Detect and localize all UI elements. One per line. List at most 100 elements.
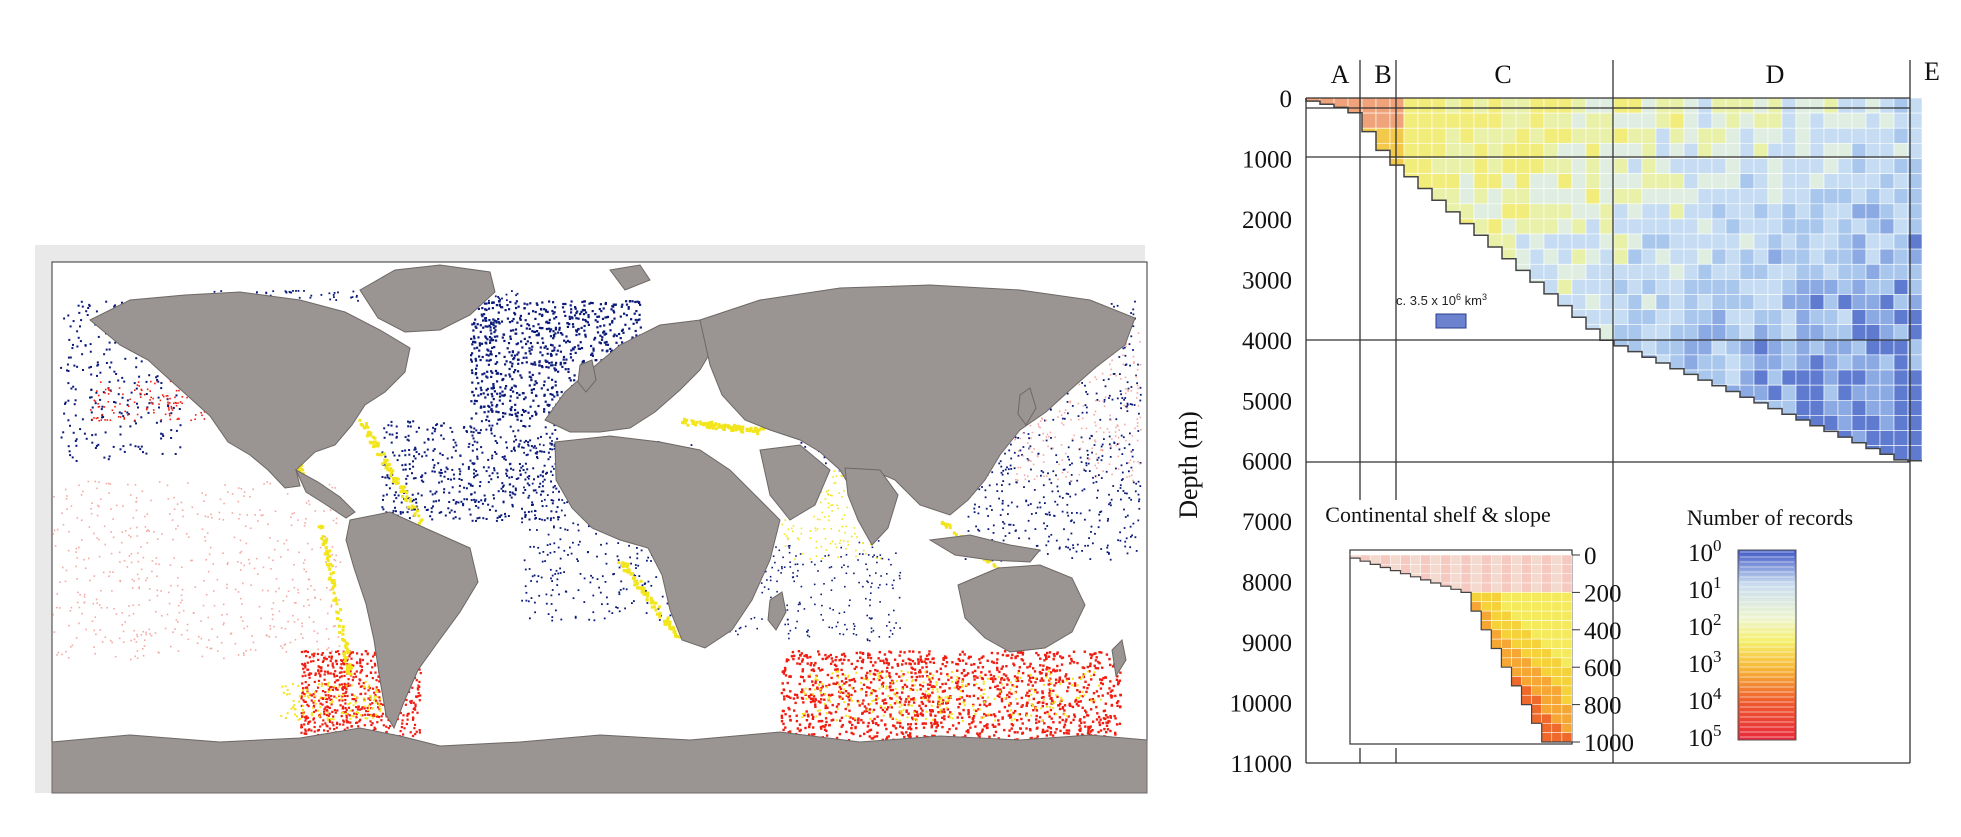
record-dot (395, 510, 397, 513)
record-dot (1009, 464, 1012, 467)
record-dot (118, 551, 121, 554)
record-dot (407, 420, 409, 423)
record-dot (119, 403, 121, 405)
record-dot (1002, 521, 1004, 523)
record-dot (177, 621, 179, 623)
record-dot (1069, 401, 1071, 404)
record-dot (108, 348, 111, 351)
record-dot (433, 470, 436, 473)
record-dot (344, 691, 347, 694)
record-dot (349, 670, 352, 673)
record-dot (622, 587, 625, 590)
record-dot (1119, 531, 1121, 534)
record-dot (243, 491, 246, 493)
record-dot (94, 400, 97, 403)
record-dot (1050, 533, 1053, 536)
record-dot (437, 462, 440, 465)
record-dot (136, 526, 138, 529)
record-dot (301, 625, 304, 628)
record-dot (554, 485, 556, 487)
record-dot (414, 446, 417, 449)
record-dot (543, 346, 546, 349)
record-dot (587, 323, 590, 326)
record-dot (274, 510, 277, 513)
record-dot (450, 478, 452, 481)
record-dot (1108, 431, 1111, 433)
record-dot (293, 564, 295, 566)
record-dot (308, 656, 311, 659)
record-dot (1028, 537, 1031, 540)
record-dot (303, 290, 305, 292)
record-dot (223, 622, 225, 624)
record-dot (272, 290, 275, 293)
record-dot (1017, 450, 1020, 452)
record-dot (1030, 513, 1033, 515)
record-dot (431, 432, 434, 435)
record-dot (56, 593, 58, 595)
record-dot (511, 505, 514, 508)
record-dot (136, 413, 139, 416)
record-dot (538, 518, 541, 520)
record-dot (516, 415, 519, 418)
record-dot (593, 619, 596, 622)
record-dot (81, 418, 84, 421)
record-dot (1129, 546, 1132, 549)
record-dot (314, 596, 316, 599)
record-dot (454, 502, 457, 505)
record-dot (487, 503, 490, 506)
record-dot (308, 672, 311, 675)
record-dot (523, 410, 526, 413)
record-dot (329, 589, 331, 591)
record-dot (478, 516, 481, 519)
record-dot (502, 490, 504, 493)
record-dot (543, 498, 546, 501)
record-dot (182, 515, 184, 518)
record-dot (177, 417, 180, 420)
record-dot (473, 322, 476, 325)
record-dot (628, 327, 631, 330)
record-dot (155, 610, 157, 613)
record-dot (181, 402, 183, 405)
record-dot (528, 568, 531, 570)
record-dot (495, 304, 498, 307)
record-dot (1126, 492, 1128, 495)
record-dot (1113, 305, 1115, 308)
record-dot (1045, 544, 1048, 547)
record-dot (1094, 439, 1096, 441)
record-dot (1013, 467, 1016, 470)
record-dot (549, 335, 553, 338)
record-dot (415, 505, 418, 508)
record-dot (1071, 557, 1074, 559)
record-dot (173, 508, 176, 510)
record-dot (405, 482, 408, 485)
record-dot (140, 546, 142, 548)
record-dot (300, 650, 303, 654)
record-dot (135, 366, 138, 369)
record-dot (1098, 400, 1101, 402)
record-dot (98, 538, 100, 541)
record-dot (169, 418, 172, 421)
record-dot (527, 510, 530, 513)
record-dot (536, 450, 539, 453)
record-dot (346, 694, 349, 698)
record-dot (625, 303, 629, 306)
record-dot (422, 480, 425, 483)
record-dot (415, 498, 417, 501)
record-dot (535, 334, 538, 337)
record-dot (471, 352, 474, 355)
record-dot (307, 729, 310, 732)
record-dot (65, 650, 67, 653)
record-dot (154, 632, 157, 634)
record-dot (308, 616, 311, 619)
record-dot (81, 612, 83, 615)
record-dot (324, 657, 327, 660)
record-dot (271, 618, 274, 620)
record-dot (497, 418, 500, 421)
record-dot (541, 485, 544, 488)
record-dot (416, 711, 419, 714)
record-dot (549, 352, 552, 356)
record-dot (459, 454, 462, 457)
record-dot (76, 601, 79, 604)
record-dot (179, 424, 182, 427)
record-dot (1126, 410, 1129, 412)
